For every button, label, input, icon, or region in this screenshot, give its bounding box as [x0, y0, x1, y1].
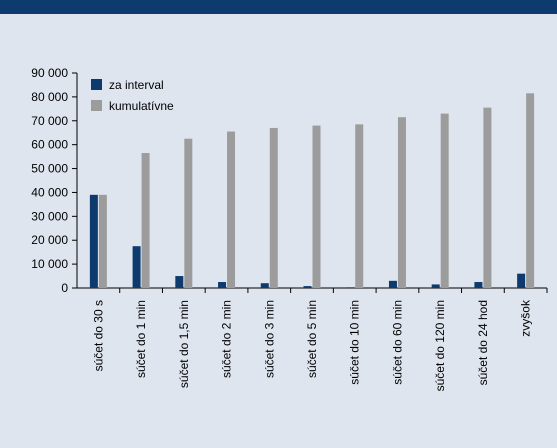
cumulative-bar: [483, 107, 492, 288]
cumulative-bar: [397, 117, 406, 288]
y-tick-label: 0: [61, 281, 68, 295]
cumulative-bar: [440, 113, 449, 288]
y-tick-label: 80 000: [31, 90, 68, 104]
interval-bar: [132, 246, 141, 288]
x-category-label: súčet do 2 min: [220, 300, 234, 378]
cumulative-bar: [227, 131, 236, 288]
y-tick-label: 50 000: [31, 162, 68, 176]
x-category-label: súčet do 1,5 min: [177, 300, 191, 388]
x-category-label: súčet do 60 min: [390, 300, 404, 385]
y-tick-label: 70 000: [31, 114, 68, 128]
y-tick-label: 60 000: [31, 138, 68, 152]
interval-bar: [175, 276, 184, 288]
y-tick-label: 30 000: [31, 209, 68, 223]
legend-swatch-cumulative: [91, 100, 102, 111]
legend-swatch-interval: [91, 79, 102, 90]
x-category-label: súčet do 5 min: [305, 300, 319, 378]
legend-label: za interval: [109, 78, 164, 92]
legend-label: kumulatívne: [109, 99, 174, 113]
interval-bar: [346, 287, 355, 288]
x-category-label: súčet do 120 min: [433, 300, 447, 391]
interval-bar: [388, 280, 397, 288]
x-category-label: súčet do 10 min: [348, 300, 362, 385]
interval-bar: [303, 286, 312, 288]
x-category-label: súčet do 3 min: [262, 300, 276, 378]
cumulative-bar: [184, 138, 193, 288]
y-tick-label: 40 000: [31, 185, 68, 199]
x-category-label: súčet do 1 min: [134, 300, 148, 378]
cumulative-bar: [526, 93, 535, 288]
x-category-label: zvyšok: [519, 299, 533, 337]
interval-bar: [260, 283, 269, 288]
interval-bar: [218, 282, 227, 288]
cumulative-bar: [141, 153, 150, 288]
x-category-label: súčet do 24 hod: [476, 300, 490, 385]
interval-bar: [474, 282, 483, 288]
y-tick-label: 20 000: [31, 233, 68, 247]
cumulative-bar: [355, 124, 364, 288]
interval-bar: [431, 284, 440, 288]
x-category-label: súčet do 30 s: [91, 300, 105, 371]
y-tick-label: 10 000: [31, 257, 68, 271]
interval-bar: [517, 273, 526, 288]
cumulative-bar: [269, 127, 278, 288]
cumulative-bar: [98, 194, 107, 288]
top-bar: [0, 0, 557, 14]
cumulative-bar: [312, 125, 321, 288]
interval-bar: [89, 194, 98, 288]
y-tick-label: 90 000: [31, 66, 68, 80]
